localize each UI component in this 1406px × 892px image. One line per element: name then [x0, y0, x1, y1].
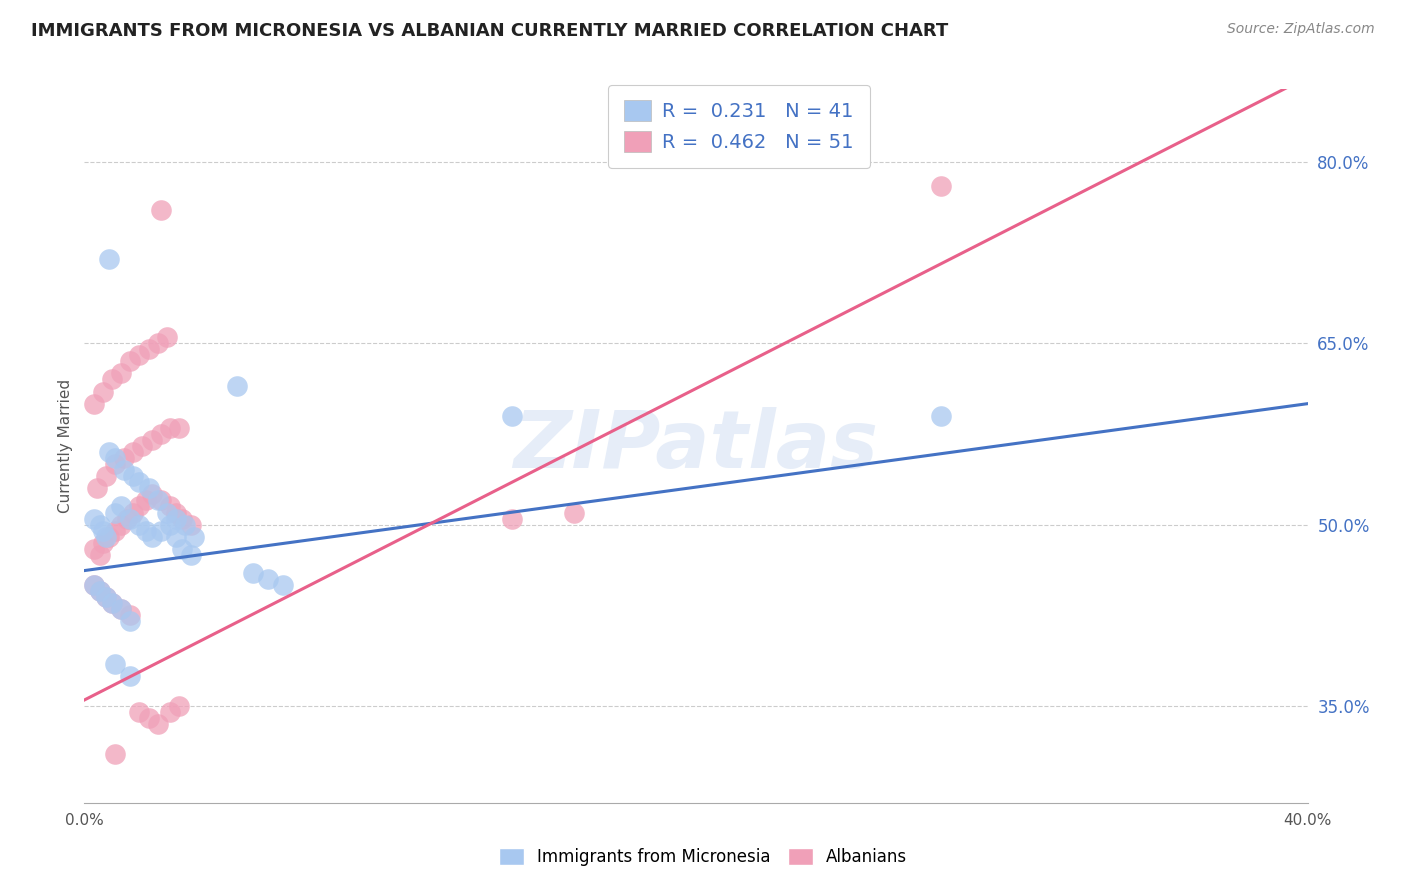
Point — [167, 421, 190, 435]
Point — [180, 548, 202, 562]
Point — [128, 500, 150, 514]
Point — [172, 511, 194, 525]
Point — [122, 469, 145, 483]
Point — [97, 252, 120, 266]
Y-axis label: Currently Married: Currently Married — [58, 379, 73, 513]
Point — [138, 481, 160, 495]
Point — [91, 535, 114, 549]
Point — [141, 530, 163, 544]
Point — [104, 506, 127, 520]
Point — [131, 439, 153, 453]
Point — [94, 590, 117, 604]
Point — [83, 511, 105, 525]
Text: ZIPatlas: ZIPatlas — [513, 407, 879, 485]
Point — [110, 500, 132, 514]
Point — [83, 541, 105, 556]
Point — [149, 426, 172, 441]
Point — [159, 517, 181, 532]
Point — [101, 596, 124, 610]
Point — [149, 203, 172, 218]
Point — [120, 511, 142, 525]
Point — [146, 336, 169, 351]
Point — [120, 669, 142, 683]
Point — [242, 566, 264, 580]
Point — [141, 487, 163, 501]
Point — [94, 469, 117, 483]
Point — [83, 397, 105, 411]
Point — [172, 541, 194, 556]
Point — [149, 524, 172, 538]
Point — [226, 378, 249, 392]
Point — [89, 584, 111, 599]
Text: IMMIGRANTS FROM MICRONESIA VS ALBANIAN CURRENTLY MARRIED CORRELATION CHART: IMMIGRANTS FROM MICRONESIA VS ALBANIAN C… — [31, 22, 948, 40]
Point — [128, 705, 150, 719]
Point — [271, 578, 294, 592]
Point — [167, 699, 190, 714]
Point — [128, 348, 150, 362]
Point — [135, 493, 157, 508]
Point — [174, 517, 197, 532]
Point — [138, 343, 160, 357]
Point — [128, 517, 150, 532]
Point — [122, 445, 145, 459]
Legend: Immigrants from Micronesia, Albanians: Immigrants from Micronesia, Albanians — [491, 840, 915, 875]
Point — [104, 524, 127, 538]
Point — [104, 747, 127, 762]
Point — [183, 530, 205, 544]
Point — [562, 506, 585, 520]
Point — [89, 584, 111, 599]
Point — [110, 602, 132, 616]
Point — [112, 451, 135, 466]
Legend: R =  0.231   N = 41, R =  0.462   N = 51: R = 0.231 N = 41, R = 0.462 N = 51 — [607, 85, 869, 168]
Point — [165, 530, 187, 544]
Point — [141, 433, 163, 447]
Point — [83, 578, 105, 592]
Point — [94, 590, 117, 604]
Text: Source: ZipAtlas.com: Source: ZipAtlas.com — [1227, 22, 1375, 37]
Point — [180, 517, 202, 532]
Point — [101, 372, 124, 386]
Point — [104, 657, 127, 671]
Point — [94, 530, 117, 544]
Point — [159, 421, 181, 435]
Point — [149, 493, 172, 508]
Point — [86, 481, 108, 495]
Point — [146, 493, 169, 508]
Point — [110, 602, 132, 616]
Point — [146, 717, 169, 731]
Point — [89, 548, 111, 562]
Point — [91, 384, 114, 399]
Point — [110, 367, 132, 381]
Point — [104, 457, 127, 471]
Point — [104, 451, 127, 466]
Point — [115, 511, 138, 525]
Point — [89, 517, 111, 532]
Point — [110, 517, 132, 532]
Point — [257, 572, 280, 586]
Point — [97, 445, 120, 459]
Point — [929, 178, 952, 193]
Point — [97, 530, 120, 544]
Point — [165, 506, 187, 520]
Point — [138, 711, 160, 725]
Point — [159, 500, 181, 514]
Point — [112, 463, 135, 477]
Point — [165, 511, 187, 525]
Point — [502, 511, 524, 525]
Point — [929, 409, 952, 423]
Point — [128, 475, 150, 490]
Point — [156, 506, 179, 520]
Point — [159, 705, 181, 719]
Point — [122, 506, 145, 520]
Point — [83, 578, 105, 592]
Point — [120, 615, 142, 629]
Point — [156, 330, 179, 344]
Point — [120, 608, 142, 623]
Point — [91, 524, 114, 538]
Point — [101, 596, 124, 610]
Point — [120, 354, 142, 368]
Point — [135, 524, 157, 538]
Point — [502, 409, 524, 423]
